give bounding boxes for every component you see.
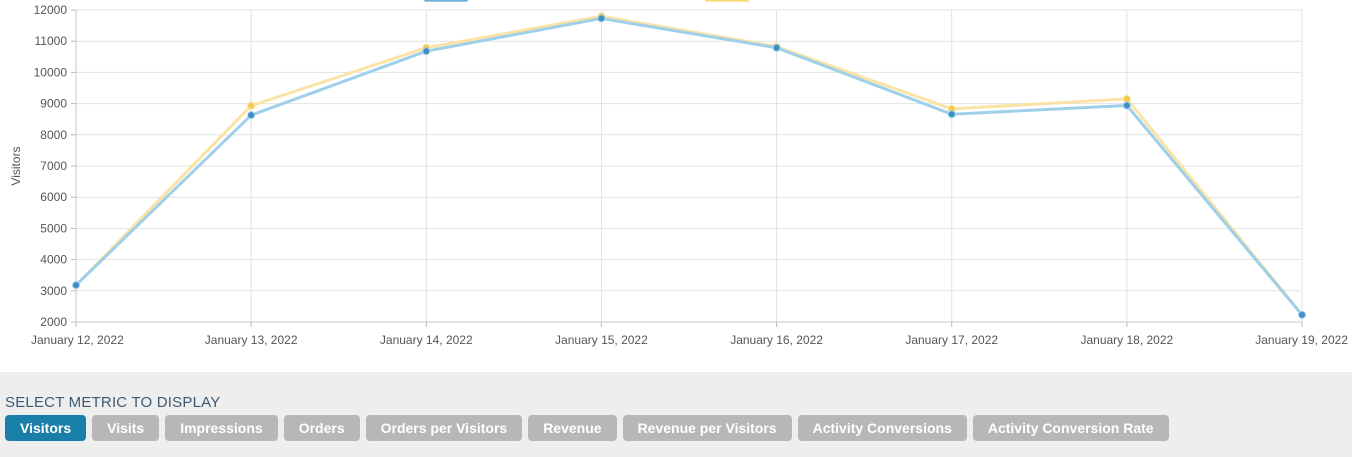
y-tick-label: 10000	[34, 65, 68, 79]
metric-button-revenue-per-visitors[interactable]: Revenue per Visitors	[622, 415, 792, 441]
series-line-2	[74, 16, 1304, 316]
metric-button-group: Visitors Visits Impressions Orders Order…	[5, 415, 1169, 441]
chart-canvas: 12000 11000 10000 9000 8000 7000 6000 5000 4000 3…	[9, 0, 1348, 347]
metric-button-activity-conversion-rate[interactable]: Activity Conversion Rate	[972, 415, 1169, 441]
y-tick-label: 5000	[40, 221, 67, 235]
series-2-point[interactable]	[772, 43, 781, 52]
y-tick-label: 9000	[40, 97, 67, 111]
x-tick-label: January 18, 2022	[1080, 333, 1173, 347]
legend-clipped	[424, 0, 749, 2]
series-2-point[interactable]	[247, 111, 256, 120]
tick-labels: 12000 11000 10000 9000 8000 7000 6000 5000 4000 3…	[31, 3, 1348, 347]
series-1-point[interactable]	[1122, 94, 1131, 103]
x-tick-label: January 12, 2022	[31, 333, 124, 347]
series-2-point[interactable]	[1298, 310, 1306, 319]
series-2-point[interactable]	[597, 14, 606, 23]
x-tick-label: January 19, 2022	[1255, 333, 1348, 347]
y-axis-title: Visitors	[9, 146, 23, 185]
series-2-point[interactable]	[947, 110, 956, 119]
x-tick-label: January 14, 2022	[380, 333, 473, 347]
metric-button-impressions[interactable]: Impressions	[165, 415, 278, 441]
x-tick-label: January 17, 2022	[905, 333, 998, 347]
y-tick-label: 12000	[34, 3, 68, 17]
metric-button-activity-conversions[interactable]: Activity Conversions	[797, 415, 967, 441]
y-tick-label: 6000	[40, 190, 67, 204]
metric-button-revenue[interactable]: Revenue	[528, 415, 617, 441]
y-tick-label: 2000	[40, 315, 67, 329]
metric-button-visitors[interactable]: Visitors	[5, 415, 87, 441]
series	[72, 12, 1306, 319]
y-tick-label: 11000	[35, 34, 68, 48]
grid	[75, 9, 1303, 323]
y-tick-label: 4000	[40, 253, 67, 267]
metric-button-visits[interactable]: Visits	[92, 415, 160, 441]
series-1-point[interactable]	[247, 101, 256, 110]
axes	[71, 9, 1303, 327]
metric-selector-panel: SELECT METRIC TO DISPLAY Visitors Visits…	[0, 372, 1352, 457]
legend-swatch-series-1	[705, 0, 749, 2]
metric-selector-title: SELECT METRIC TO DISPLAY	[5, 394, 221, 411]
x-tick-label: January 15, 2022	[555, 333, 648, 347]
x-tick-label: January 13, 2022	[205, 333, 298, 347]
x-tick-label: January 16, 2022	[730, 333, 823, 347]
line-chart: 12000 11000 10000 9000 8000 7000 6000 5000 4000 3…	[9, 0, 1349, 347]
y-tick-label: 3000	[40, 284, 67, 298]
y-tick-label: 7000	[40, 159, 67, 173]
legend-swatch-series-2	[424, 0, 468, 2]
y-tick-label: 8000	[40, 128, 67, 142]
series-2-point[interactable]	[72, 281, 80, 290]
series-line-1	[74, 14, 1304, 316]
metric-button-orders-per-visitors[interactable]: Orders per Visitors	[365, 415, 523, 441]
series-2-point[interactable]	[422, 47, 431, 56]
metric-button-orders[interactable]: Orders	[283, 415, 360, 441]
series-2-point[interactable]	[1122, 101, 1131, 110]
